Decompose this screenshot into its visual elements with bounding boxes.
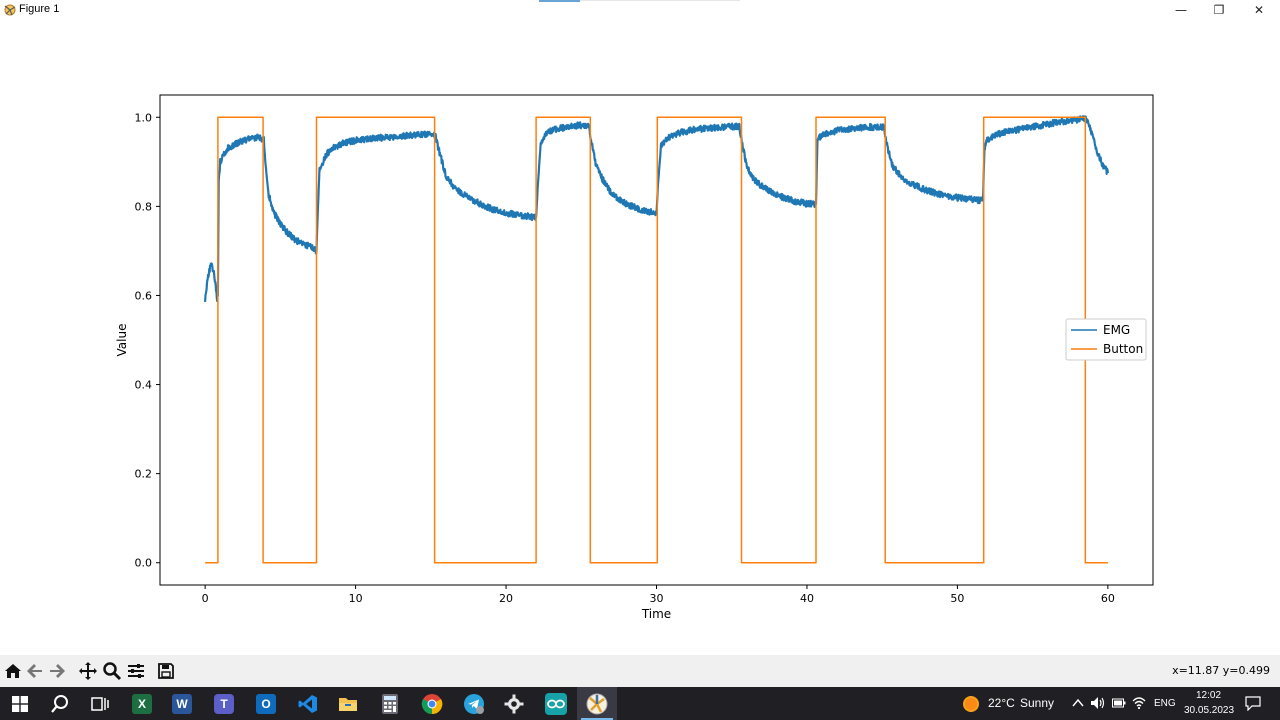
battery-icon[interactable]	[1112, 698, 1126, 708]
y-tick-label: 0.8	[135, 200, 153, 213]
matplotlib-toolbar: x=11.87 y=0.499	[0, 655, 1280, 687]
figure-canvas[interactable]: 0 10 20 30 40 50 60 0.0 0.2 0.4 0.6 0.8 1.0 Time Va…	[0, 20, 1280, 655]
x-tick-label: 0	[202, 592, 209, 605]
window-title-bar[interactable]: Figure 1 — ❐ ✕	[0, 0, 1280, 20]
outlook-tile: O	[256, 693, 276, 714]
clock-date[interactable]: 30.05.2023	[1184, 705, 1235, 716]
y-tick-label: 0.4	[135, 379, 153, 392]
weather-condition[interactable]: Sunny	[1020, 696, 1055, 710]
file-explorer-icon[interactable]	[328, 687, 368, 720]
window-title: Figure 1	[19, 3, 60, 15]
teams-tile: T	[214, 693, 234, 714]
legend: EMG Button	[1065, 318, 1147, 361]
excel-tile: X	[132, 693, 152, 714]
x-tick-label: 30	[650, 592, 664, 605]
series-line-emg	[204, 115, 1109, 303]
python-figure-icon[interactable]	[577, 687, 617, 720]
word-icon[interactable]: W	[162, 687, 202, 720]
weather-sun-icon[interactable]	[962, 695, 980, 713]
chrome-icon[interactable]	[412, 687, 452, 720]
teams-icon[interactable]: T	[204, 687, 244, 720]
volume-icon[interactable]	[1090, 696, 1106, 710]
notification-icon[interactable]	[1245, 696, 1261, 711]
zoom-icon[interactable]	[101, 659, 123, 683]
input-language[interactable]: ENG	[1154, 698, 1176, 709]
weather-temp[interactable]: 22°C	[988, 696, 1015, 710]
telegram-icon[interactable]	[454, 687, 494, 720]
configure-subplots-icon[interactable]	[125, 659, 147, 683]
line-chart: 0 10 20 30 40 50 60 0.0 0.2 0.4 0.6 0.8 1.0 Time Va…	[115, 94, 1154, 621]
search-icon[interactable]	[40, 687, 80, 720]
tray-chevron-up-icon[interactable]	[1072, 698, 1084, 708]
x-tick-label: 10	[349, 592, 363, 605]
series-line-button	[205, 116, 1108, 564]
y-axis-label: Value	[115, 324, 129, 357]
vscode-icon[interactable]	[288, 687, 328, 720]
back-arrow-icon[interactable]	[24, 659, 46, 683]
close-button[interactable]: ✕	[1253, 3, 1265, 17]
app-icon	[4, 4, 16, 16]
start-windows-icon[interactable]	[0, 687, 40, 720]
arduino-icon[interactable]	[536, 687, 576, 720]
y-tick-label: 0.6	[135, 289, 153, 302]
clock-time[interactable]: 12:02	[1196, 690, 1222, 701]
cursor-coordinates: x=11.87 y=0.499	[1172, 664, 1270, 677]
y-tick-label: 0.2	[135, 468, 153, 481]
home-icon[interactable]	[2, 659, 24, 683]
minimize-button[interactable]: —	[1175, 3, 1187, 17]
excel-icon[interactable]: X	[122, 687, 162, 720]
title-accent-line	[580, 0, 740, 1]
x-tick-label: 60	[1101, 592, 1115, 605]
axes-frame	[159, 94, 1154, 586]
x-axis-label: Time	[641, 607, 671, 621]
task-view-icon[interactable]	[80, 687, 120, 720]
x-tick-label: 20	[499, 592, 513, 605]
maximize-button[interactable]: ❐	[1213, 3, 1225, 17]
calculator-icon[interactable]	[370, 687, 410, 720]
settings-icon[interactable]	[494, 687, 534, 720]
y-tick-label: 1.0	[135, 111, 153, 124]
outlook-icon[interactable]: O	[246, 687, 286, 720]
y-ticks: 0.0 0.2 0.4 0.6 0.8 1.0	[135, 111, 160, 570]
legend-label-button: Button	[1103, 342, 1143, 356]
title-accent	[539, 0, 580, 2]
x-tick-label: 50	[950, 592, 964, 605]
wifi-icon[interactable]	[1132, 696, 1146, 710]
windows-taskbar: X W T O 22°C Sunny ENG 12:02 30.05.2023	[0, 687, 1280, 720]
forward-arrow-icon[interactable]	[46, 659, 68, 683]
x-ticks: 0 10 20 30 40 50 60	[202, 585, 1115, 605]
y-tick-label: 0.0	[135, 557, 153, 570]
legend-label-emg: EMG	[1103, 323, 1130, 337]
x-tick-label: 40	[800, 592, 814, 605]
save-icon[interactable]	[155, 659, 177, 683]
series-layer	[204, 115, 1109, 564]
word-tile: W	[172, 693, 192, 714]
pan-icon[interactable]	[77, 659, 99, 683]
